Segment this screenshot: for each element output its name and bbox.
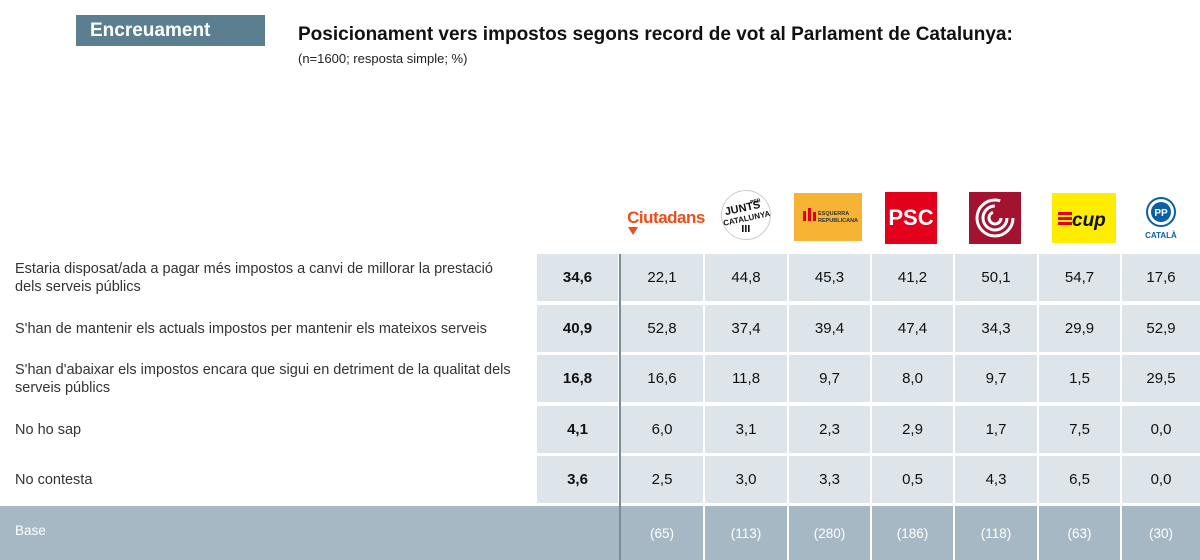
party-cell: 39,4: [789, 305, 870, 352]
base-cell: (118): [980, 525, 1012, 541]
cup-logo: cup: [1052, 193, 1116, 243]
party-cell: 11,8: [705, 355, 787, 402]
column-separator: [1037, 254, 1039, 560]
party-cell: 22,1: [621, 254, 703, 301]
comuns-logo-graphic: [975, 198, 1015, 238]
total-cell: 16,8: [537, 355, 618, 402]
table-row: No ho sap 4,1 6,0 3,1 2,3 2,9 1,7 7,5 0,0: [0, 406, 1200, 453]
junts-logo-per: PER: [750, 198, 762, 206]
party-cell: 34,3: [955, 305, 1037, 352]
ciutadans-accent-icon: [628, 227, 638, 235]
base-label: Base: [15, 523, 46, 538]
party-cell: 41,2: [872, 254, 953, 301]
party-cell: 16,6: [621, 355, 703, 402]
party-cell: 9,7: [789, 355, 870, 402]
party-cell: 0,0: [1122, 406, 1200, 453]
cup-logo-text: cup: [1072, 210, 1106, 231]
party-cell: 45,3: [789, 254, 870, 301]
party-cell: 0,0: [1122, 456, 1200, 503]
ciutadans-logo-text: Ciutadans: [627, 208, 705, 227]
column-separator: [619, 254, 621, 560]
junts-logo: JUNTS PER CATALUNYA: [721, 190, 771, 240]
party-cell: 50,1: [955, 254, 1037, 301]
party-cell: 47,4: [872, 305, 953, 352]
party-cell: 4,3: [955, 456, 1037, 503]
party-cell: 2,9: [872, 406, 953, 453]
party-cell: 6,5: [1039, 456, 1120, 503]
party-cell: 3,1: [705, 406, 787, 453]
party-cell: 44,8: [705, 254, 787, 301]
psc-logo: PSC: [885, 192, 937, 244]
party-cell: 17,6: [1122, 254, 1200, 301]
total-cell: 4,1: [537, 406, 618, 453]
psc-logo-text: PSC: [888, 205, 934, 230]
column-separator: [1120, 254, 1122, 560]
row-label: No ho sap: [15, 422, 82, 438]
party-cell: 52,9: [1122, 305, 1200, 352]
party-cell: 1,7: [955, 406, 1037, 453]
table-row: S'han d'abaixar els impostos encara que …: [0, 355, 1200, 402]
row-label: No contesta: [15, 472, 93, 488]
junts-logo-graphic: JUNTS PER CATALUNYA: [722, 198, 770, 232]
party-cell: 6,0: [621, 406, 703, 453]
pp-logo: PP CATALÀ: [1141, 195, 1181, 241]
base-cell: [537, 506, 618, 560]
base-cell: (63): [1067, 525, 1092, 541]
party-cell: 0,5: [872, 456, 953, 503]
column-separator: [953, 254, 955, 560]
page-subtitle: (n=1600; resposta simple; %): [298, 51, 468, 66]
base-row: Base (65) (113) (280) (186) (118) (63) (30): [0, 506, 1200, 560]
section-tag: Encreuament: [76, 15, 265, 46]
erc-logo-graphic: ESQUERRA REPUBLICANA: [803, 208, 858, 224]
pp-logo-initials: PP: [1154, 208, 1168, 219]
party-cell: 52,8: [621, 305, 703, 352]
table-row: No contesta 3,6 2,5 3,0 3,3 0,5 4,3 6,5 0,0: [0, 456, 1200, 503]
base-cell: (113): [730, 525, 762, 541]
column-separator: [703, 254, 705, 560]
table-row: S'han de mantenir els actuals impostos p…: [0, 305, 1200, 352]
erc-logo-line2: REPUBLICANA: [818, 218, 858, 224]
table-row: Estaria disposat/ada a pagar més imposto…: [0, 254, 1200, 301]
party-cell: 29,5: [1122, 355, 1200, 402]
row-label: S'han de mantenir els actuals impostos p…: [15, 321, 487, 337]
cup-logo-graphic: cup: [1058, 210, 1106, 231]
page-title: Posicionament vers impostos segons recor…: [298, 24, 1013, 45]
erc-logo-line1: ESQUERRA: [818, 211, 849, 217]
party-cell: 8,0: [872, 355, 953, 402]
party-cell: 1,5: [1039, 355, 1120, 402]
pp-logo-caption: CATALÀ: [1145, 231, 1177, 240]
party-cell: 54,7: [1039, 254, 1120, 301]
column-separator: [787, 254, 789, 560]
party-cell: 2,3: [789, 406, 870, 453]
base-cell: (65): [649, 525, 674, 541]
party-cell: 3,3: [789, 456, 870, 503]
erc-logo: ESQUERRA REPUBLICANA: [794, 193, 862, 241]
ciutadans-logo: Ciutadans: [624, 200, 708, 236]
total-cell: 40,9: [537, 305, 618, 352]
base-cell: (30): [1148, 525, 1173, 541]
total-cell: 34,6: [537, 254, 618, 301]
party-cell: 3,0: [705, 456, 787, 503]
party-cell: 29,9: [1039, 305, 1120, 352]
row-label: S'han d'abaixar els impostos encara que …: [15, 362, 511, 396]
party-cell: 9,7: [955, 355, 1037, 402]
row-label: Estaria disposat/ada a pagar més imposto…: [15, 261, 493, 295]
pp-logo-graphic: PP: [1146, 197, 1176, 227]
total-cell: 3,6: [537, 456, 618, 503]
column-separator: [870, 254, 872, 560]
party-cell: 7,5: [1039, 406, 1120, 453]
comuns-logo: [969, 192, 1021, 244]
base-cell: (186): [896, 525, 929, 541]
party-cell: 37,4: [705, 305, 787, 352]
party-cell: 2,5: [621, 456, 703, 503]
base-cell: (280): [813, 525, 846, 541]
